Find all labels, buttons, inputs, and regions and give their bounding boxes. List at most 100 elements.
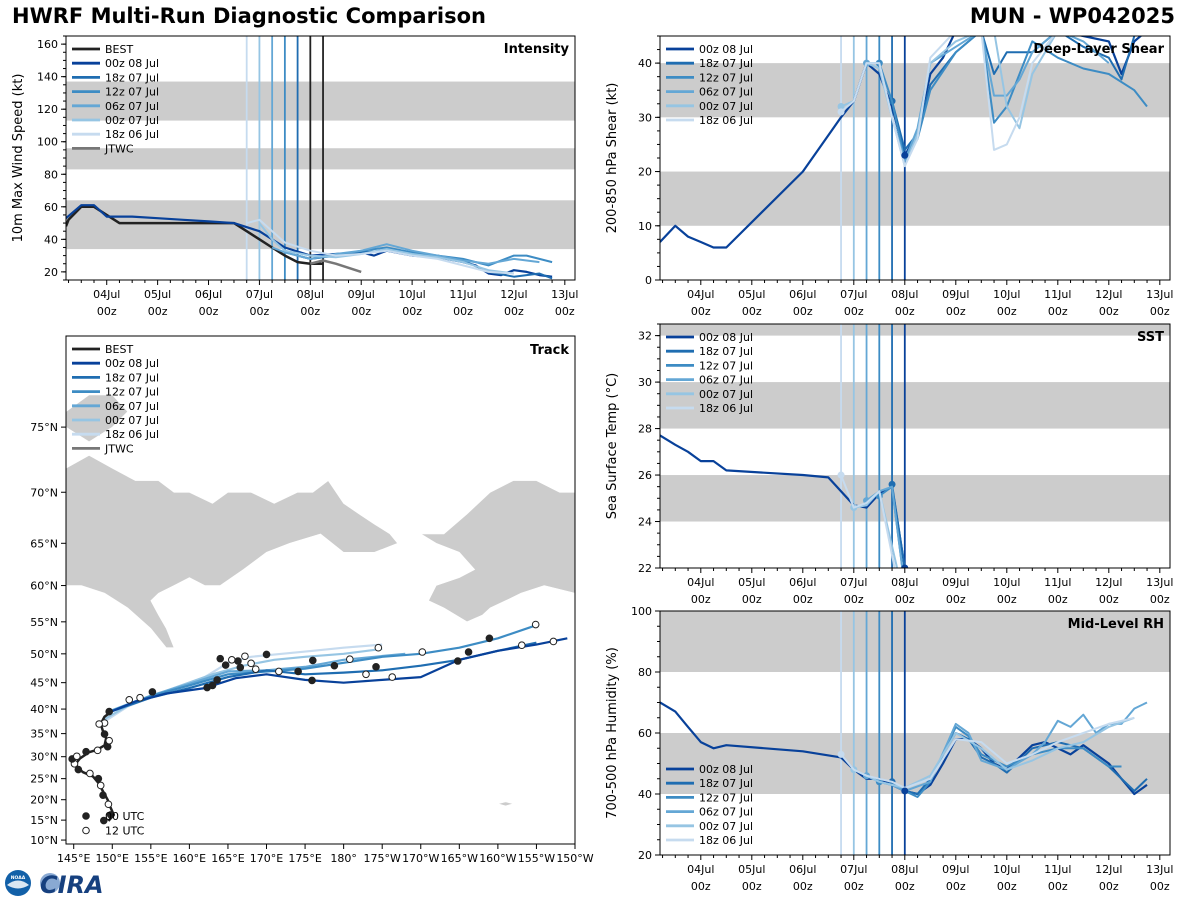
marker-12utc (275, 667, 283, 676)
series-line-5 (840, 474, 896, 568)
x-tick-sublabel: 00z (895, 593, 915, 606)
legend-label: 12z 07 Jul (699, 791, 753, 804)
series-line-5 (840, 36, 1055, 168)
init-point-marker (901, 564, 909, 568)
legend-label: 00z 08 Jul (699, 763, 753, 776)
legend-label: 00z 08 Jul (105, 357, 159, 370)
marker-00utc (74, 765, 83, 774)
chart-intensity: 20 40 60 80 100 120 140 160 04Jul 00z 05Jul 00z 06Ju… (11, 35, 578, 318)
x-tick-sublabel: 00z (199, 305, 219, 318)
x-tick-sublabel: 00z (691, 305, 711, 318)
x-tick-label: 13Jul (1146, 288, 1173, 301)
land-asia (66, 455, 399, 649)
init-point-marker (837, 102, 845, 110)
y-tick-label: 30 (638, 111, 652, 124)
marker-12utc (136, 693, 144, 702)
x-tick-sublabel: 00z (148, 305, 168, 318)
x-tick-sublabel: 00z (844, 593, 864, 606)
y-tick-label: 60 (638, 727, 652, 740)
legend-label: 12z 07 Jul (699, 71, 753, 84)
legend-label: 06z 07 Jul (105, 400, 159, 413)
y-tick-label: 80 (638, 666, 652, 679)
x-tick-label: 06Jul (789, 576, 816, 589)
marker-12utc (105, 736, 113, 745)
y-tick-label: 26 (638, 469, 652, 482)
x-tick-sublabel: 00z (453, 305, 473, 318)
chart-rh: 20 40 60 80 100 04Jul 00z 05Jul 00z 06Jul 00z 07Jul… (605, 605, 1173, 893)
noaa-wave-icon (7, 880, 29, 889)
y-tick-label: 40 (638, 788, 652, 801)
lat-tick-label: 55°N (30, 616, 58, 629)
lat-tick-label: 60°N (30, 580, 58, 593)
marker-12utc (104, 800, 113, 809)
plot-area (660, 611, 1170, 855)
y-tick-label: 60 (44, 201, 58, 214)
x-tick-label: 11Jul (449, 288, 476, 301)
y-tick-label: 100 (37, 136, 58, 149)
x-tick-sublabel: 00z (793, 305, 813, 318)
marker-00utc (262, 650, 271, 659)
map-area (66, 394, 575, 825)
marker-12utc (72, 752, 81, 761)
x-tick-sublabel: 00z (691, 593, 711, 606)
x-tick-sublabel: 00z (1150, 593, 1170, 606)
cira-text: CIRA (40, 871, 104, 898)
threshold-band (660, 63, 1170, 118)
lon-tick-label: 170°E (250, 852, 283, 865)
series-line-4 (271, 243, 540, 265)
x-tick-sublabel: 00z (946, 880, 966, 893)
legend-label: BEST (105, 43, 133, 56)
lon-tick-label: 160°E (173, 852, 206, 865)
lat-tick-label: 45°N (30, 677, 58, 690)
x-tick-label: 08Jul (297, 288, 324, 301)
init-point-marker (901, 151, 909, 159)
marker-12utc (531, 620, 540, 629)
x-tick-sublabel: 00z (97, 305, 117, 318)
threshold-band (66, 200, 575, 250)
marker-00utc (82, 747, 90, 756)
marker-00utc (148, 688, 157, 696)
x-tick-sublabel: 00z (250, 305, 270, 318)
chart-title: Deep-Layer Shear (1033, 42, 1164, 57)
x-tick-label: 12Jul (500, 288, 527, 301)
chart-sst: 22 24 26 28 30 32 04Jul 00z 05Jul 00z 06Jul 00z 07Ju… (605, 323, 1173, 606)
marker-12utc (96, 781, 105, 790)
legend-label: 00z 07 Jul (105, 114, 159, 127)
marker-00utc (308, 676, 316, 685)
x-tick-label: 12Jul (1095, 288, 1122, 301)
x-tick-label: 05Jul (738, 863, 765, 876)
legend-label: 18z 07 Jul (105, 371, 159, 384)
marker-00utc (100, 730, 109, 738)
x-tick-sublabel: 00z (1099, 593, 1119, 606)
lon-tick-label: 155°W (518, 852, 555, 865)
marker-12utc (228, 656, 236, 664)
legend-label: 06z 07 Jul (699, 86, 753, 99)
y-axis-label: Sea Surface Temp (°C) (605, 373, 620, 520)
marker-12utc (247, 659, 255, 668)
series-line-7 (309, 259, 362, 274)
chart-title: Track (530, 343, 569, 358)
x-tick-label: 04Jul (93, 288, 120, 301)
lat-tick-label: 15°N (30, 814, 58, 827)
x-tick-label: 13Jul (551, 288, 578, 301)
lon-tick-label: 165°E (211, 852, 244, 865)
y-tick-label: 10 (638, 220, 652, 233)
threshold-band (660, 324, 1170, 336)
x-tick-sublabel: 00z (997, 880, 1017, 893)
marker-00utc (94, 774, 103, 783)
y-tick-label: 20 (638, 849, 652, 862)
legend-marker (82, 826, 90, 835)
x-tick-label: 12Jul (1095, 576, 1122, 589)
marker-00utc (234, 657, 242, 665)
x-tick-label: 09Jul (942, 288, 969, 301)
x-tick-label: 12Jul (1095, 863, 1122, 876)
x-tick-sublabel: 00z (895, 305, 915, 318)
lat-tick-label: 20°N (30, 794, 58, 807)
lon-tick-label: 155°E (134, 852, 167, 865)
lat-tick-label: 75°N (30, 421, 58, 434)
lon-tick-label: 170°W (402, 852, 439, 865)
legend-label: 18z 06 Jul (105, 428, 159, 441)
marker-00utc (485, 634, 494, 643)
legend-label: 00z 07 Jul (699, 820, 753, 833)
legend-label: 12z 07 Jul (699, 359, 753, 372)
